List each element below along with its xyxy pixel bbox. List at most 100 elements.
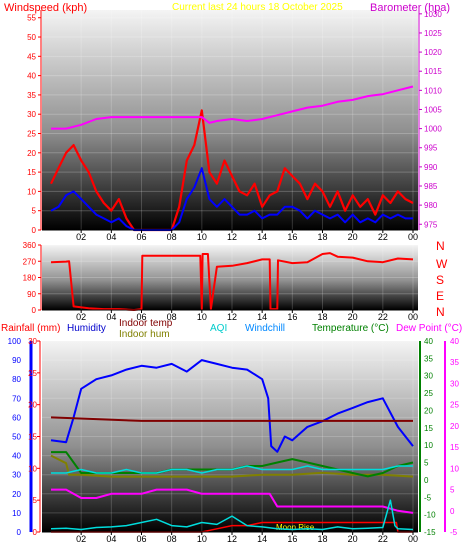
- wind-panel-xtick-label: 02: [76, 232, 86, 242]
- direction-axis-tick-label: 90: [27, 290, 36, 299]
- direction-axis-tick-label: 360: [23, 241, 37, 250]
- humidity-line: [50, 359, 414, 453]
- temp-panel-xtick-label: 08: [167, 534, 177, 544]
- temperature-axis-tick-label: 10: [424, 441, 433, 450]
- compass-label-w: W: [436, 257, 448, 271]
- humidity-axis-tick-label: 20: [12, 490, 21, 499]
- compass-label-e: E: [436, 289, 444, 303]
- dewpoint-axis-tick-label: 15: [450, 443, 459, 452]
- direction-panel-plot-area: [42, 245, 418, 310]
- barometer-axis-tick-label: 985: [424, 182, 438, 191]
- barometer-axis-tick-label: 975: [424, 220, 438, 229]
- humidity-axis-tick-label: 0: [17, 528, 22, 537]
- direction-panel-xtick-label: 14: [257, 312, 267, 322]
- temperature-axis-tick-label: 35: [424, 354, 433, 363]
- rainfall-axis-tick-label: 10: [28, 464, 37, 473]
- dewpoint-axis-tick-label: 20: [450, 422, 459, 431]
- rainfall-axis-tick-label: 30: [28, 337, 37, 346]
- barometer-line: [51, 85, 414, 130]
- direction-panel-xtick-label: 16: [287, 312, 297, 322]
- direction-panel-xtick-label: 18: [317, 312, 327, 322]
- humidity-axis-tick-label: 30: [12, 471, 21, 480]
- temp-panel-xtick-label: 18: [317, 534, 327, 544]
- temp-panel-xtick-label: 12: [227, 534, 237, 544]
- barometer-axis-tick-label: 1015: [424, 67, 442, 76]
- direction-panel-xtick-label: 22: [378, 312, 388, 322]
- rainfall-axis-tick-label: 25: [28, 369, 37, 378]
- humidity-axis-tick-label: 70: [12, 394, 21, 403]
- temperature-axis-tick-label: 5: [424, 459, 429, 468]
- moon-rise-label: Moon Rise: [276, 523, 315, 532]
- humidity-axis-tick-label: 90: [12, 356, 21, 365]
- wind-panel-xtick-label: 20: [348, 232, 358, 242]
- direction-panel-xtick-label: 04: [106, 312, 116, 322]
- barometer-axis-tick-label: 1030: [424, 10, 442, 19]
- temperature-axis-tick-label: 30: [424, 372, 433, 381]
- barometer-axis-tick-label: 1010: [424, 86, 442, 95]
- direction-panel-xtick-label: 08: [167, 312, 177, 322]
- humidity-axis-label: Humidity: [67, 323, 106, 334]
- humidity-axis-tick-label: 10: [12, 509, 21, 518]
- humidity-axis-tick-label: 80: [12, 375, 21, 384]
- dewpoint-axis-tick-label: 30: [450, 379, 459, 388]
- barometer-axis-tick-label: 1020: [424, 48, 442, 57]
- wind-panel-xtick-label: 04: [106, 232, 116, 242]
- temp-panel-xtick-label: 20: [348, 534, 358, 544]
- dewpoint-axis-tick-label: 40: [450, 337, 459, 346]
- chart-series: [50, 85, 414, 533]
- dewpoint-axis-tick-label: -5: [450, 528, 458, 537]
- rainfall-axis-tick-label: 0: [33, 528, 38, 537]
- dewpoint-axis-tick-label: 5: [450, 486, 455, 495]
- dewpoint-axis-tick-label: 25: [450, 401, 459, 410]
- barometer-axis-tick-label: 1000: [424, 125, 442, 134]
- direction-panel-xtick-label: 20: [348, 312, 358, 322]
- temp-panel-xtick-label: 02: [76, 534, 86, 544]
- chart-title: Current last 24 hours 18 October 2025: [172, 2, 343, 13]
- humidity-axis-tick-label: 40: [12, 452, 21, 461]
- windspeed-gust-line: [50, 109, 414, 232]
- temperature-axis-tick-label: 40: [424, 337, 433, 346]
- humidity-axis-tick-label: 50: [12, 433, 21, 442]
- windchill-label: Windchill: [245, 323, 285, 334]
- windspeed-axis-tick-label: 40: [27, 72, 36, 81]
- wind-panel-xtick-label: 08: [167, 232, 177, 242]
- barometer-axis-tick-label: 1025: [424, 29, 442, 38]
- temperature-axis-tick-label: 25: [424, 389, 433, 398]
- windspeed-axis-tick-label: 25: [27, 130, 36, 139]
- indoor-hum-line: [50, 454, 414, 478]
- temperature-axis-tick-label: -15: [424, 528, 436, 537]
- aqi-label: AQI: [210, 323, 227, 334]
- temp-panel-xtick-label: 14: [257, 534, 267, 544]
- windspeed-axis-label: Windspeed (kph): [4, 2, 87, 14]
- windchill-line: [50, 499, 414, 531]
- barometer-axis-tick-label: 990: [424, 163, 438, 172]
- wind-panel-xtick-label: 14: [257, 232, 267, 242]
- indoor-temp-label: Indoor temp: [119, 318, 173, 329]
- temperature-axis-label: Temperature (°C): [312, 323, 389, 334]
- temp-panel-xtick-label: 00: [408, 534, 418, 544]
- windspeed-axis-tick-label: 55: [27, 14, 36, 23]
- wind-direction-line: [50, 252, 414, 311]
- temp-panel-xtick-label: 06: [136, 534, 146, 544]
- dewpoint-axis-label: Dew Point (°C): [396, 323, 462, 334]
- direction-panel-xtick-label: 02: [76, 312, 86, 322]
- temperature-axis-tick-label: -5: [424, 493, 432, 502]
- windspeed-axis-tick-label: 30: [27, 110, 36, 119]
- rainfall-axis-tick-label: 20: [28, 401, 37, 410]
- direction-panel-xtick-label: 12: [227, 312, 237, 322]
- humidity-axis-tick-label: 100: [8, 337, 22, 346]
- dewpoint-axis-tick-label: 10: [450, 464, 459, 473]
- windspeed-axis-tick-label: 0: [32, 226, 37, 235]
- rainfall-axis-tick-label: 15: [28, 433, 37, 442]
- temperature-axis-tick-label: -10: [424, 511, 436, 520]
- windspeed-axis-tick-label: 45: [27, 52, 36, 61]
- indoor-hum-label: Indoor hum: [119, 329, 170, 340]
- barometer-axis-tick-label: 980: [424, 201, 438, 210]
- wind-panel-xtick-label: 16: [287, 232, 297, 242]
- rainfall-axis-label: Rainfall (mm): [1, 323, 60, 334]
- temperature-axis-tick-label: 15: [424, 424, 433, 433]
- windspeed-axis-tick-label: 35: [27, 91, 36, 100]
- direction-panel-xtick-label: 00: [408, 312, 418, 322]
